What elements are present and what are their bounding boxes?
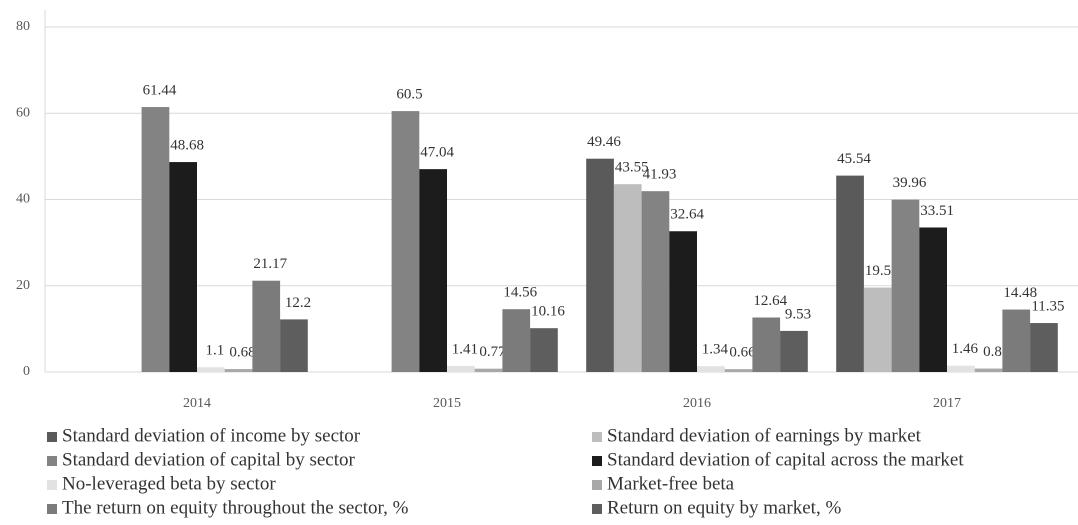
- value-label: 60.5: [396, 87, 422, 103]
- value-label: 11.35: [1031, 298, 1064, 314]
- bar: [224, 369, 253, 372]
- bar: [919, 227, 947, 372]
- legend-label: The return on equity throughout the sect…: [62, 497, 409, 518]
- bar: [586, 158, 614, 372]
- x-tick-label: 2014: [183, 396, 211, 411]
- x-tick-label: 2016: [683, 396, 711, 411]
- bar: [280, 319, 308, 372]
- bar: [669, 231, 697, 372]
- value-label: 47.04: [420, 145, 454, 161]
- value-label: 48.68: [170, 138, 204, 154]
- value-label: 43.55: [615, 160, 649, 176]
- bar: [724, 369, 753, 372]
- value-label: 33.51: [920, 203, 954, 219]
- value-label: 32.64: [670, 207, 704, 223]
- bar: [474, 368, 503, 372]
- bar: [502, 309, 531, 372]
- legend-swatch: [47, 432, 57, 442]
- value-label: 1.34: [702, 342, 729, 358]
- bar: [419, 169, 447, 372]
- legend-label: Standard deviation of capital across the…: [607, 449, 964, 470]
- y-tick-label: 0: [23, 364, 30, 379]
- value-label: 41.93: [643, 167, 677, 183]
- y-tick-label: 60: [16, 105, 30, 120]
- bar: [391, 111, 420, 372]
- value-label: 1.41: [452, 341, 478, 357]
- value-label: 1.46: [952, 341, 979, 357]
- bar: [974, 368, 1003, 372]
- value-label: 9.53: [785, 306, 811, 322]
- value-label: 39.96: [893, 175, 927, 191]
- bar: [1002, 309, 1031, 372]
- value-label: 14.48: [1003, 285, 1037, 301]
- legend-swatch: [47, 456, 57, 466]
- value-label: 0.8: [983, 344, 1002, 360]
- y-tick-label: 40: [16, 192, 30, 207]
- value-label: 10.16: [531, 304, 565, 320]
- legend-swatch: [592, 480, 602, 490]
- value-label: 0.66: [729, 345, 756, 361]
- y-tick-label: 80: [16, 19, 30, 34]
- legend-swatch: [592, 432, 602, 442]
- bar: [197, 367, 225, 372]
- x-tick-label: 2017: [933, 396, 961, 411]
- value-label: 0.77: [479, 344, 506, 360]
- bar: [780, 330, 808, 372]
- legend-swatch: [592, 456, 602, 466]
- legend-label: No-leveraged beta by sector: [62, 473, 276, 494]
- value-label: 61.44: [143, 82, 177, 98]
- bar: [836, 175, 864, 372]
- legend-label: Standard deviation of income by sector: [62, 425, 361, 446]
- legend-label: Return on equity by market, %: [607, 497, 841, 518]
- bar: [641, 191, 670, 372]
- legend-label: Standard deviation of earnings by market: [607, 425, 922, 446]
- bar: [947, 365, 975, 372]
- bar: [613, 184, 642, 372]
- legend-label: Market-free beta: [607, 473, 735, 494]
- legend-swatch: [592, 504, 602, 514]
- bar: [891, 199, 920, 372]
- value-label: 49.46: [587, 134, 621, 150]
- bar: [752, 317, 781, 372]
- value-label: 45.54: [837, 151, 871, 167]
- bar: [447, 365, 475, 372]
- legend-swatch: [47, 504, 57, 514]
- x-tick-label: 2015: [433, 396, 461, 411]
- value-label: 21.17: [253, 256, 287, 272]
- bar: [252, 280, 281, 372]
- bar: [141, 107, 170, 372]
- value-label: 12.2: [285, 295, 311, 311]
- bar: [863, 287, 892, 372]
- value-label: 12.64: [753, 293, 787, 309]
- legend-swatch: [47, 480, 57, 490]
- bar: [1030, 323, 1058, 372]
- bar: [169, 162, 197, 372]
- y-tick-label: 20: [16, 278, 30, 293]
- value-label: 1.1: [205, 343, 224, 359]
- value-label: 0.68: [229, 345, 255, 361]
- legend-label: Standard deviation of capital by sector: [62, 449, 355, 470]
- value-label: 19.58: [865, 263, 899, 279]
- bar: [697, 366, 725, 372]
- bar: [530, 328, 558, 372]
- value-label: 14.56: [503, 285, 537, 301]
